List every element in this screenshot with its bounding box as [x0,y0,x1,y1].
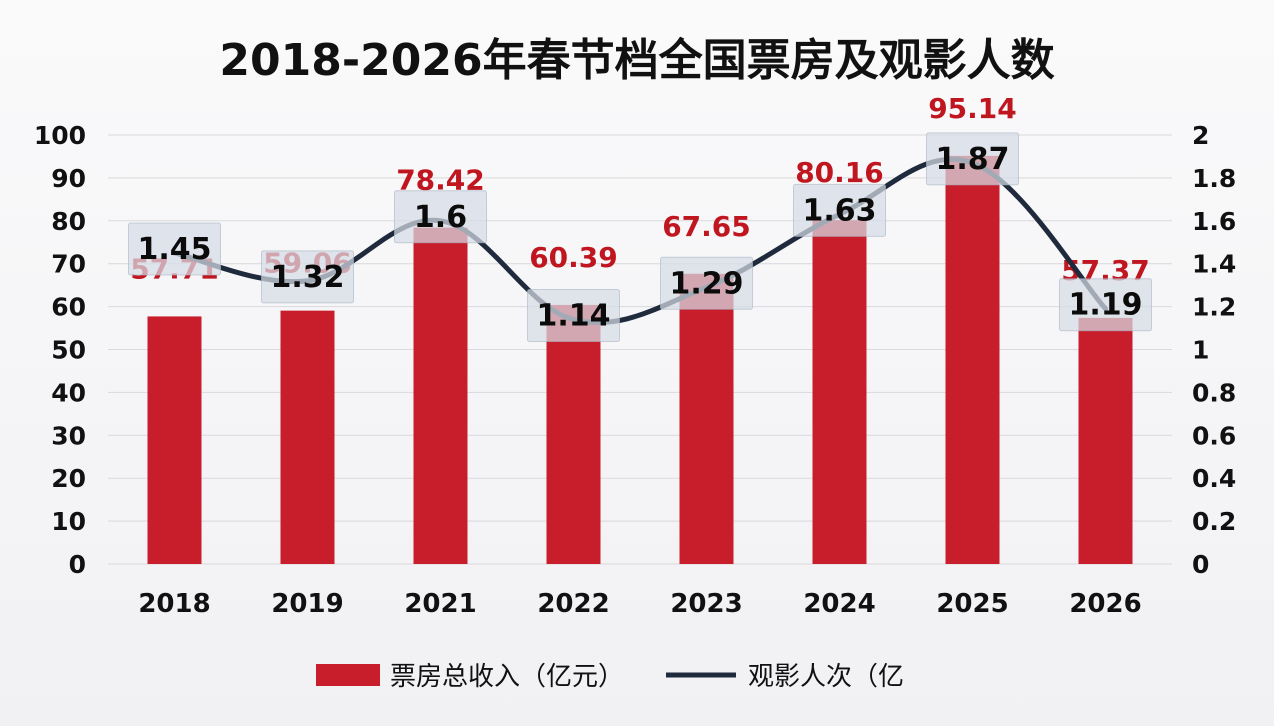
bar-data-label: 60.39 [529,241,618,274]
right-tick-label: 0.4 [1192,464,1236,493]
bar-series [147,155,1133,565]
legend-line-label: 观影人次（亿 [748,662,904,692]
right-tick-label: 1.8 [1192,164,1236,193]
right-tick-label: 1 [1192,336,1209,365]
right-tick-label: 1.6 [1192,207,1236,236]
right-tick-label: 2 [1192,121,1209,150]
line-data-labels: 1.45 1.32 1.6 1.14 1.29 1.63 1.87 1.19 [128,132,1152,342]
bar-data-label: 95.14 [928,92,1017,125]
category-label: 2024 [803,589,875,619]
line-label-box [926,132,1019,186]
bar [280,310,335,564]
category-label: 2026 [1069,589,1141,619]
chart-title: 2018-2026年春节档全国票房及观影人数 [219,35,1054,86]
line-label-box [128,222,221,276]
category-label: 2018 [138,589,210,619]
bar [679,273,734,564]
left-tick-label: 60 [51,293,86,322]
grid-lines [108,134,1172,565]
left-tick-label: 50 [51,336,86,365]
right-tick-label: 0.8 [1192,378,1236,407]
line-data-label: 1.45 [137,232,211,267]
bar [147,316,202,564]
line-label-box [527,288,620,342]
bar [812,220,867,565]
bar [945,155,1000,564]
right-tick-label: 0.2 [1192,507,1236,536]
category-label: 2023 [670,589,742,619]
category-label: 2019 [271,589,343,619]
legend-bar-swatch [316,664,380,686]
line-label-box [793,183,886,237]
category-label: 2022 [537,589,609,619]
line-label-box [394,190,487,244]
left-tick-label: 90 [51,164,86,193]
line-data-label: 1.6 [414,200,467,235]
legend: 票房总收入（亿元） 观影人次（亿 [316,662,904,692]
legend-bar-label: 票房总收入（亿元） [390,662,624,692]
line-label-box [261,250,354,304]
left-tick-label: 40 [51,378,86,407]
bar [1078,317,1133,564]
category-label: 2025 [936,589,1008,619]
line-data-label: 1.32 [270,260,344,295]
left-tick-label: 30 [51,421,86,450]
bar [546,304,601,564]
left-tick-label: 20 [51,464,86,493]
right-tick-label: 1.2 [1192,293,1236,322]
left-tick-label: 10 [51,507,86,536]
bar [413,227,468,565]
line-label-box [660,256,753,310]
bar-data-label: 80.16 [795,156,884,189]
category-label: 2021 [404,589,476,619]
left-tick-label: 80 [51,207,86,236]
line-data-label: 1.29 [669,266,743,301]
right-y-axis: 0 0.2 0.4 0.6 0.8 1 1.2 1.4 1.6 1.8 2 [1192,121,1236,579]
bar-data-label: 67.65 [662,210,751,243]
line-data-label: 1.19 [1068,288,1142,323]
line-label-box [1059,278,1152,332]
line-data-label: 1.63 [802,193,876,228]
right-tick-label: 0 [1192,550,1209,579]
x-axis: 2018 2019 2021 2022 2023 2024 2025 2026 [138,589,1141,619]
left-y-axis: 0 10 20 30 40 50 60 70 80 90 100 [34,121,86,579]
line-data-label: 1.87 [935,142,1009,177]
right-tick-label: 0.6 [1192,421,1236,450]
left-tick-label: 0 [69,550,86,579]
left-tick-label: 100 [34,121,86,150]
left-tick-label: 70 [51,250,86,279]
right-tick-label: 1.4 [1192,250,1236,279]
line-data-label: 1.14 [536,298,610,333]
